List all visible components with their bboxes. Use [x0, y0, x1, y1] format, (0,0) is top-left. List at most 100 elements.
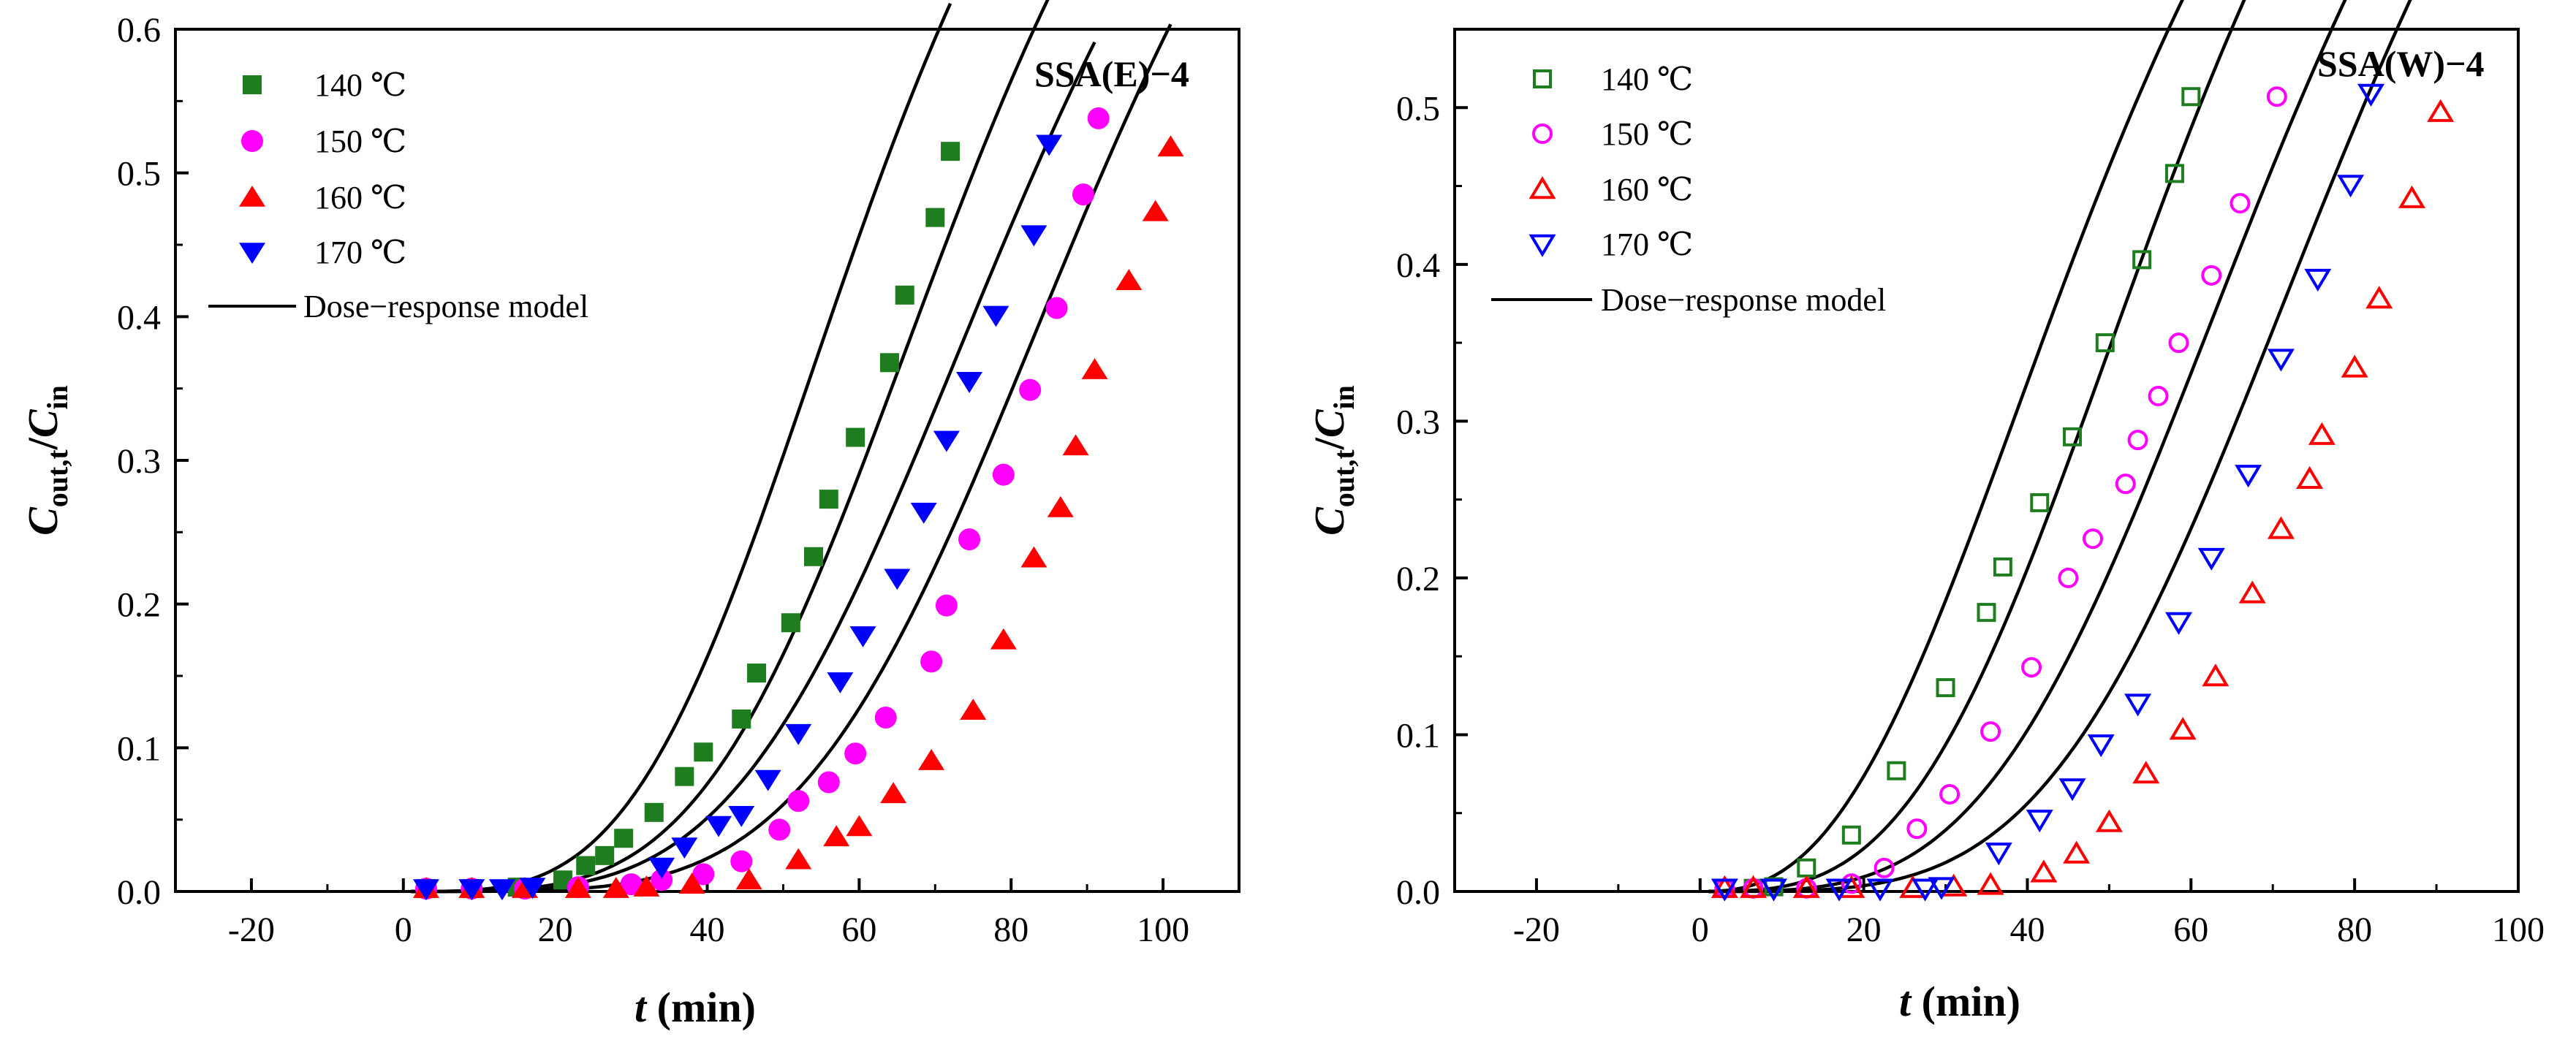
y-tick-label: 0.4 — [117, 298, 161, 337]
data-point — [2365, 286, 2393, 309]
data-point — [1072, 183, 1094, 206]
data-point — [884, 568, 911, 590]
data-point — [1977, 603, 1996, 623]
data-point — [844, 742, 867, 765]
data-point — [730, 850, 753, 872]
data-point — [2427, 99, 2455, 122]
legend-label-model: Dose−response model — [303, 289, 588, 324]
y-axis-slash: / — [1306, 437, 1353, 450]
y-tick-label: 0.2 — [1396, 560, 1440, 598]
data-point — [1792, 875, 1820, 898]
data-point — [458, 879, 485, 901]
y-axis-sub1: out,t — [1327, 449, 1360, 508]
legend-label-140: 140 ℃ — [314, 67, 406, 103]
data-point — [1759, 878, 1788, 902]
data-point — [2168, 332, 2189, 354]
data-point — [920, 650, 943, 673]
legend-label-170: 170 ℃ — [314, 235, 406, 270]
legend-label-150: 150 ℃ — [314, 123, 406, 159]
data-point — [846, 815, 873, 837]
x-tick-label: 80 — [2337, 910, 2372, 949]
data-point — [2230, 193, 2251, 214]
x-tick-label: 40 — [2009, 910, 2045, 949]
chart-panel-left: -20 0 20 40 60 80 100 0.0 0.1 0.2 0.3 0.4 0.5 0.6 140… — [19, 0, 1240, 1031]
y-axis-sub1: out,t — [41, 449, 74, 508]
data-point — [2337, 175, 2365, 198]
model-curve — [411, 23, 1173, 894]
data-point — [2095, 333, 2115, 353]
plot-frame — [1453, 28, 2520, 893]
legend-label-150: 150 ℃ — [1601, 116, 1693, 152]
data-point — [694, 742, 713, 762]
data-point — [933, 430, 960, 452]
y-tick-label: 0.2 — [117, 586, 161, 625]
data-point — [827, 672, 854, 693]
legend-marker — [239, 243, 265, 264]
data-markers — [412, 107, 1184, 901]
data-point — [879, 353, 899, 373]
data-point — [1841, 873, 1862, 894]
x-axis-space — [1911, 978, 1922, 1025]
data-point — [519, 878, 546, 900]
data-point — [1020, 225, 1048, 247]
tick-marks — [1453, 28, 2520, 893]
y-axis-slash: / — [19, 437, 67, 450]
data-point — [787, 790, 810, 813]
data-point — [735, 868, 762, 890]
data-point — [1912, 878, 1939, 902]
data-point — [925, 208, 945, 227]
data-point — [2132, 250, 2152, 270]
data-point — [1887, 761, 1906, 780]
data-point — [1841, 825, 1861, 845]
y-tick-label: 0.0 — [117, 873, 161, 912]
data-point — [918, 749, 945, 770]
data-point — [910, 503, 937, 524]
data-point — [2238, 580, 2266, 604]
y-axis-c1: C — [1306, 506, 1353, 536]
data-point — [595, 845, 615, 865]
data-point — [1939, 783, 1961, 805]
data-point — [2058, 567, 2079, 588]
data-point — [1797, 858, 1817, 878]
data-point — [2124, 693, 2152, 717]
y-axis-title: Cout,t/Cin — [1306, 385, 1360, 536]
data-point — [819, 490, 838, 509]
legend: 140 ℃ 150 ℃ 160 ℃ 170 ℃ Dose−response mo… — [1491, 61, 1886, 318]
data-point — [846, 427, 865, 447]
x-axis-var: t — [634, 984, 648, 1031]
data-point — [956, 372, 983, 393]
data-point — [488, 879, 515, 901]
data-point — [2127, 430, 2148, 451]
data-point — [1081, 358, 1108, 379]
data-point — [1115, 269, 1143, 290]
data-point — [1036, 134, 1063, 156]
data-point — [1157, 135, 1184, 157]
data-point — [1020, 546, 1048, 568]
data-point — [2267, 349, 2295, 372]
data-point — [874, 707, 897, 729]
x-tick-label: 60 — [2173, 910, 2208, 949]
y-tick-label: 0.4 — [1396, 246, 1440, 285]
data-point — [705, 815, 732, 837]
legend-label-160: 160 ℃ — [1601, 172, 1693, 208]
data-point — [1019, 379, 1042, 401]
data-point — [2063, 840, 2091, 864]
y-axis-sub2: in — [41, 385, 74, 409]
data-point — [2296, 465, 2324, 489]
y-axis-c2: C — [19, 408, 67, 438]
data-point — [958, 528, 981, 551]
data-point — [1993, 557, 2012, 577]
x-tick-label: 100 — [2492, 910, 2545, 949]
legend-marker — [1532, 123, 1553, 144]
data-point — [2267, 516, 2295, 539]
x-axis-var: t — [1899, 978, 1912, 1025]
data-point — [602, 877, 629, 898]
data-point — [675, 767, 694, 786]
y-tick-label: 0.5 — [1396, 89, 1440, 128]
data-point — [2095, 809, 2123, 832]
model-curve — [1708, 0, 2184, 894]
data-point — [678, 872, 705, 894]
legend-marker — [243, 75, 262, 94]
data-point — [2202, 663, 2230, 687]
model-curve — [1708, 0, 2246, 894]
